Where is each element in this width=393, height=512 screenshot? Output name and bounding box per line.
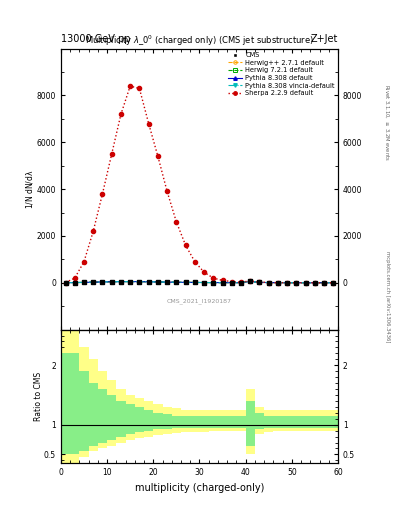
Text: 13000 GeV pp: 13000 GeV pp xyxy=(61,33,130,44)
Text: Rivet 3.1.10, $\geq$ 3.2M events: Rivet 3.1.10, $\geq$ 3.2M events xyxy=(383,84,391,161)
Text: mcplots.cern.ch [arXiv:1306.3436]: mcplots.cern.ch [arXiv:1306.3436] xyxy=(385,251,389,343)
Text: Z+Jet: Z+Jet xyxy=(310,33,338,44)
X-axis label: multiplicity (charged-only): multiplicity (charged-only) xyxy=(135,483,264,493)
Title: Multiplicity $\lambda\_0^0$ (charged only) (CMS jet substructure): Multiplicity $\lambda\_0^0$ (charged onl… xyxy=(85,34,314,49)
Text: CMS_2021_I1920187: CMS_2021_I1920187 xyxy=(167,298,232,304)
Y-axis label: Ratio to CMS: Ratio to CMS xyxy=(33,372,42,421)
Y-axis label: $\mathrm{1/N\;dN/d\lambda}$: $\mathrm{1/N\;dN/d\lambda}$ xyxy=(24,169,35,209)
Legend: CMS, Herwig++ 2.7.1 default, Herwig 7.2.1 default, Pythia 8.308 default, Pythia : CMS, Herwig++ 2.7.1 default, Herwig 7.2.… xyxy=(226,50,337,98)
